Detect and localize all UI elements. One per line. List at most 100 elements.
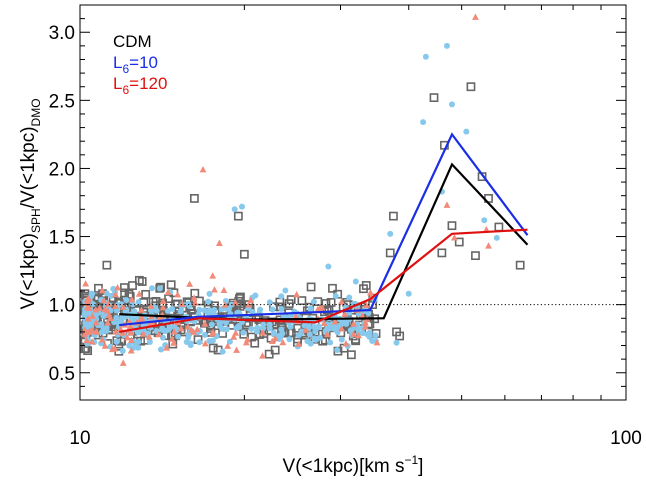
l6-120-point — [135, 290, 143, 297]
median-line — [119, 132, 529, 327]
l6-10-point — [108, 292, 115, 299]
legend: CDM L6=10 L6=120 — [113, 32, 167, 97]
x-tick-label: 10 — [69, 428, 90, 449]
l6-10-point — [463, 128, 470, 135]
cdm-point — [389, 211, 398, 221]
l6-120-point — [82, 280, 90, 287]
l6-10-point — [166, 324, 173, 331]
l6-120-point — [92, 328, 100, 335]
l6-10-point — [219, 325, 226, 332]
l6-120-point — [302, 326, 309, 333]
l6-120-point — [138, 306, 145, 313]
cdm-point — [102, 260, 112, 270]
l6-10-point — [352, 278, 359, 285]
cdm-point — [208, 343, 218, 353]
l6-10-point — [156, 285, 163, 292]
l6-10-point — [393, 339, 400, 346]
y-tick-label: 2.0 — [49, 159, 75, 180]
l6-120-point — [362, 319, 369, 326]
cdm-point — [155, 283, 165, 293]
cdm-point — [239, 249, 249, 259]
l6-120-point — [188, 326, 195, 333]
l6-10-point — [481, 217, 488, 224]
cdm-point — [250, 338, 260, 348]
l6-10-point — [270, 330, 277, 337]
l6-10-point — [231, 206, 238, 213]
l6-10-point — [98, 329, 105, 336]
l6-120-point — [92, 306, 100, 313]
l6-120-point — [292, 312, 300, 320]
l6-10-point — [325, 263, 332, 270]
l6-10-point — [175, 333, 182, 340]
l6-10-point — [135, 344, 142, 351]
l6-10-point — [157, 346, 164, 353]
l6-10-point — [310, 298, 317, 305]
l6-10-point — [422, 53, 429, 60]
l6-10-point — [233, 325, 240, 332]
l6-120-point — [215, 239, 223, 246]
l6-120-point — [101, 305, 109, 312]
l6-10-point — [327, 339, 334, 346]
l6-10-point — [354, 325, 361, 332]
l6-120-point — [268, 337, 276, 345]
cdm-point — [437, 248, 447, 258]
l6-10-point — [269, 306, 276, 313]
l6-120-point — [220, 286, 228, 294]
l6-120-point — [184, 323, 192, 330]
l6-120-point — [100, 296, 108, 304]
cdm-point — [241, 320, 251, 330]
l6-10-point — [159, 326, 166, 333]
l6-120-point — [177, 324, 185, 332]
l6-120-point — [451, 234, 458, 241]
l6-120-point — [112, 302, 119, 310]
l6-10-point — [196, 306, 203, 313]
l6-10-point — [205, 298, 212, 305]
l6-10-point — [346, 294, 353, 301]
l6-10-point — [295, 332, 302, 339]
l6-10-point — [226, 338, 233, 345]
x-axis-title: V(<1kpc)[km s−1] — [283, 453, 424, 477]
l6-120-point — [193, 325, 201, 333]
l6-120-point — [259, 352, 266, 359]
l6-120-point — [81, 330, 89, 337]
l6-10-point — [286, 336, 293, 343]
cdm-point — [297, 296, 307, 305]
l6-120-point — [88, 326, 96, 333]
l6-120-point — [224, 342, 232, 349]
l6-120-point — [123, 334, 131, 341]
l6-120-point — [242, 338, 250, 346]
cdm-point — [264, 349, 274, 359]
l6-120-point — [105, 300, 112, 307]
l6-10-point — [159, 334, 166, 341]
cdm-point — [346, 350, 356, 360]
l6-120-point — [279, 338, 287, 346]
l6-10-point — [89, 290, 96, 297]
l6-120-point — [209, 272, 217, 279]
l6-120-point — [443, 201, 451, 208]
l6-120-point — [233, 346, 240, 353]
l6-10-point — [405, 290, 412, 297]
l6-120-point — [323, 330, 331, 338]
l6-10-point — [223, 326, 230, 333]
l6-120-point — [89, 312, 96, 320]
l6-120-point — [92, 319, 100, 326]
l6-10-point — [113, 338, 120, 345]
l6-120-point — [231, 298, 239, 306]
l6-120-point — [159, 303, 167, 311]
cdm-point — [189, 194, 199, 203]
l6-120-point — [191, 299, 199, 306]
l6-120-point — [362, 301, 370, 308]
l6-10-point — [123, 296, 130, 303]
cdm-point — [321, 299, 331, 308]
l6-10-point — [208, 321, 215, 328]
l6-120-point — [230, 333, 238, 340]
l6-10-point — [443, 42, 450, 49]
l6-10-point — [117, 319, 124, 326]
l6-10-point — [278, 306, 285, 313]
l6-10-point — [372, 332, 379, 339]
median-line — [119, 228, 528, 333]
l6-10-point — [216, 320, 223, 327]
l6-120-point — [147, 302, 155, 309]
l6-120-point — [318, 303, 326, 311]
l6-120-point — [98, 336, 106, 343]
